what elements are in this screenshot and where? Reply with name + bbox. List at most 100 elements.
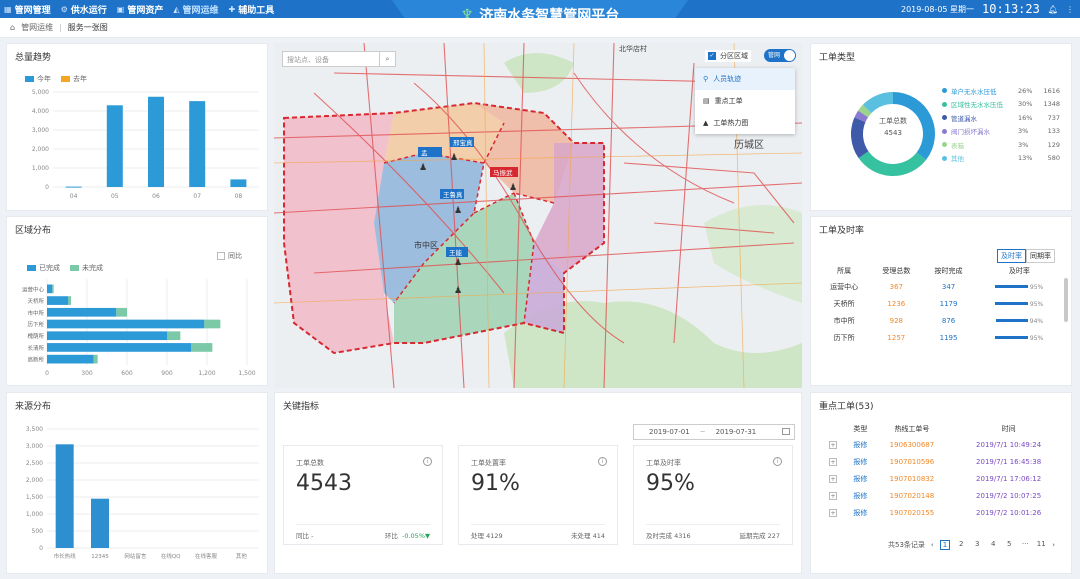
page-button[interactable]: 11 (1036, 540, 1046, 548)
table-row[interactable]: 运营中心 367 347 95% (818, 278, 1064, 295)
legend-pct: 3% (1018, 127, 1029, 136)
cell-total: 1236 (887, 299, 906, 308)
cell-order-no[interactable]: 1907020155 (889, 508, 935, 517)
nav-item-operations[interactable]: ◭ 管网运维 (173, 3, 218, 16)
breadcrumb-item[interactable]: 服务一张图 (67, 23, 108, 32)
ticket-type-donut (851, 92, 935, 176)
legend-item[interactable]: 阀门损坏漏水 3% 133 (942, 125, 1060, 139)
legend-item[interactable]: 区域性无水水压低 30% 1348 (942, 98, 1060, 112)
menu-item-heatmap[interactable]: ▲ 工单热力图 (695, 112, 795, 134)
date-range-picker[interactable]: 2019-07-01 ~2019-07-31 (633, 424, 795, 440)
kpi-label: 工单处置率 (471, 459, 506, 467)
table-row[interactable]: + 报修 1907010832 2019/7/1 17:06:12 (818, 470, 1066, 487)
legend-item[interactable]: 去年 (61, 74, 87, 84)
nav-item-assets[interactable]: ▣ 管网资产 (117, 3, 164, 16)
map-search-input[interactable]: 搜站点、设备 ⌕ (282, 51, 396, 67)
search-icon[interactable]: ⌕ (379, 52, 395, 66)
table-row[interactable]: 天桥所 1236 1179 95% (818, 295, 1064, 312)
legend-name: 管道漏水 (951, 114, 977, 123)
legend-item[interactable]: 今年 (25, 74, 51, 84)
page-button[interactable]: 3 (974, 540, 980, 548)
svg-text:♟: ♟ (454, 206, 462, 216)
legend-item[interactable]: 表箱 3% 129 (942, 138, 1060, 152)
network-switch[interactable]: 管网 (764, 49, 796, 62)
table-row[interactable]: + 报修 1907020155 2019/7/2 10:01:26 (818, 504, 1066, 521)
expand-icon[interactable]: + (829, 440, 837, 449)
legend-item[interactable]: 管道漏水 16% 737 (942, 111, 1060, 125)
bar-completed (47, 354, 94, 364)
table-row[interactable]: 市中所 928 876 94% (818, 312, 1064, 329)
home-icon[interactable]: ⌂ (10, 23, 16, 32)
bar-pending (116, 307, 127, 317)
legend-name: 阀门损坏漏水 (951, 128, 990, 137)
legend-item[interactable]: 未完成 (70, 263, 103, 273)
map-view[interactable]: 历城区 北华店村 市中区 邢宝真 孟 马振武 王鲁真 王能 ♟ ♟ ♟ ♟ ♟ ♟ (274, 43, 802, 388)
cell-order-no[interactable]: 1907010832 (889, 474, 935, 483)
expand-icon[interactable]: + (829, 474, 837, 483)
menu-item-key-orders[interactable]: ▤ 重点工单 (695, 90, 795, 112)
legend-count: 133 (1047, 127, 1060, 136)
legend-item[interactable]: 其他 13% 580 (942, 152, 1060, 166)
expand-icon[interactable]: + (829, 491, 837, 500)
bar-pending (204, 319, 221, 329)
legend-name: 表箱 (951, 141, 964, 150)
person-icon: ⚲ (703, 75, 709, 83)
page-button[interactable]: 1 (939, 540, 951, 550)
cell-order-no[interactable]: 1907010596 (889, 457, 935, 466)
menu-item-person-track[interactable]: ⚲ 人员轨迹 (695, 68, 795, 90)
rate-bar (995, 302, 1028, 305)
legend-name: 单户无水水压低 (951, 87, 997, 96)
prev-page-icon[interactable]: ‹ (930, 541, 934, 549)
grid-icon: ▦ (4, 4, 12, 14)
cell-done: 876 (941, 316, 956, 325)
legend-item[interactable]: 已完成 (27, 263, 60, 273)
next-page-icon[interactable]: › (1052, 541, 1056, 549)
svg-text:北华店村: 北华店村 (619, 44, 647, 53)
bar-pending (167, 331, 181, 341)
kpi-label: 工单总数 (296, 459, 324, 467)
cell-order-no[interactable]: 1906300687 (889, 440, 935, 449)
table-row[interactable]: + 报修 1907010596 2019/7/1 16:45:38 (818, 453, 1066, 470)
bar (55, 444, 74, 548)
more-icon[interactable]: ⋮ (1066, 4, 1074, 14)
bar-completed (47, 331, 167, 341)
checkbox-icon[interactable]: ✓ (708, 52, 716, 60)
col-header: 所属 (837, 267, 852, 275)
expand-icon[interactable]: + (829, 457, 837, 466)
page-button[interactable]: ··· (1021, 540, 1029, 548)
y-tick-label: 高新所 (27, 356, 44, 364)
legend-item[interactable]: 单户无水水压低 26% 1616 (942, 84, 1060, 98)
x-tick-label: 04 (70, 193, 78, 200)
cell-order-no[interactable]: 1907020148 (889, 491, 935, 500)
nav-item-supply[interactable]: ⚙ 供水运行 (61, 3, 107, 16)
cell-rate: 95% (975, 329, 1064, 346)
cell-time: 2019/7/1 17:06:12 (976, 474, 1042, 483)
region-panel: 区域分布 同比 已完成 未完成 0 300 600 900 1,200 1,500 运营中心… (6, 216, 268, 386)
bell-icon[interactable]: 🔔︎ (1047, 4, 1058, 14)
tab-timely[interactable]: 及时率 (997, 249, 1026, 263)
rate-bar (995, 285, 1028, 288)
table-scrollbar[interactable] (1064, 278, 1068, 322)
tab-yoy[interactable]: 同期率 (1026, 249, 1055, 263)
search-placeholder: 搜站点、设备 (287, 56, 329, 64)
map-canvas[interactable]: 历城区 北华店村 市中区 邢宝真 孟 马振武 王鲁真 王能 ♟ ♟ ♟ ♟ ♟ ♟ (274, 43, 802, 388)
breadcrumb-item[interactable]: 管网运维 (21, 23, 54, 32)
expand-icon[interactable]: + (829, 508, 837, 517)
page-button[interactable]: 5 (1006, 540, 1012, 548)
legend-count: 1348 (1043, 100, 1060, 109)
info-icon[interactable]: i (773, 457, 782, 466)
calendar-icon[interactable] (782, 428, 790, 435)
table-row[interactable]: + 报修 1906300687 2019/7/1 10:49:24 (818, 436, 1066, 453)
info-icon[interactable]: i (598, 457, 607, 466)
yoy-checkbox[interactable]: 同比 (217, 251, 242, 261)
nav-item-tools[interactable]: ✚ 辅助工具 (229, 3, 275, 16)
nav-item-network-mgmt[interactable]: ▦ 管网管理 (4, 3, 51, 16)
date-from: 2019-07-01 (649, 428, 690, 436)
info-icon[interactable]: i (423, 457, 432, 466)
page-button[interactable]: 2 (958, 540, 964, 548)
page-button[interactable]: 4 (990, 540, 996, 548)
panel-title: 工单类型 (819, 53, 856, 63)
table-row[interactable]: + 报修 1907020148 2019/7/2 10:07:25 (818, 487, 1066, 504)
area-toggle[interactable]: ✓ 分区区域 (705, 50, 751, 62)
table-row[interactable]: 历下所 1257 1195 95% (818, 329, 1064, 346)
